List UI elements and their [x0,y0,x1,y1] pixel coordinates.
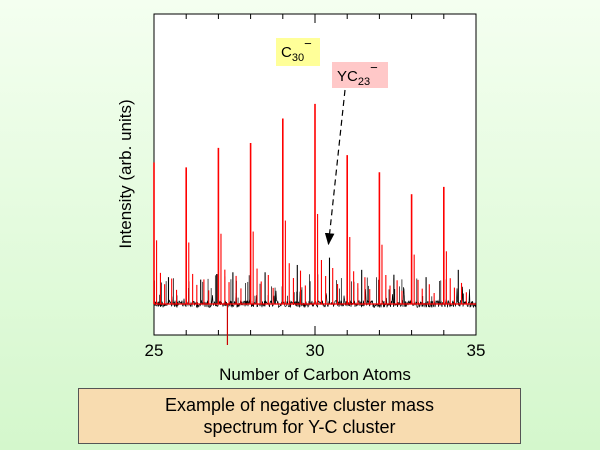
x-axis-label: Number of Carbon Atoms [219,365,411,384]
y-axis-label: Intensity (arb. units) [116,99,135,248]
annotation-arrow [324,89,346,246]
x-tick-label: 35 [467,341,486,360]
annotation-label: C30− [281,36,312,64]
caption-line-1: Example of negative cluster mass [164,395,435,415]
mass-spectrum-chart: 25 30 35 C30−YC23− Number of Carbon Atoms … [116,13,486,384]
x-tick-label: 30 [306,341,325,360]
annotation-label: YC23− [337,60,378,88]
annotations: C30− YC23− [276,36,388,246]
series-cn-trace [153,103,476,305]
caption-line-2: spectrum for Y-C cluster [203,417,396,437]
x-axis-ticks: 25 30 35 [145,14,486,360]
x-tick-label: 25 [145,341,164,360]
annotation-box [332,62,388,88]
caption-box: Example of negative cluster mass spectru… [78,388,521,444]
annotation-box [276,38,320,66]
